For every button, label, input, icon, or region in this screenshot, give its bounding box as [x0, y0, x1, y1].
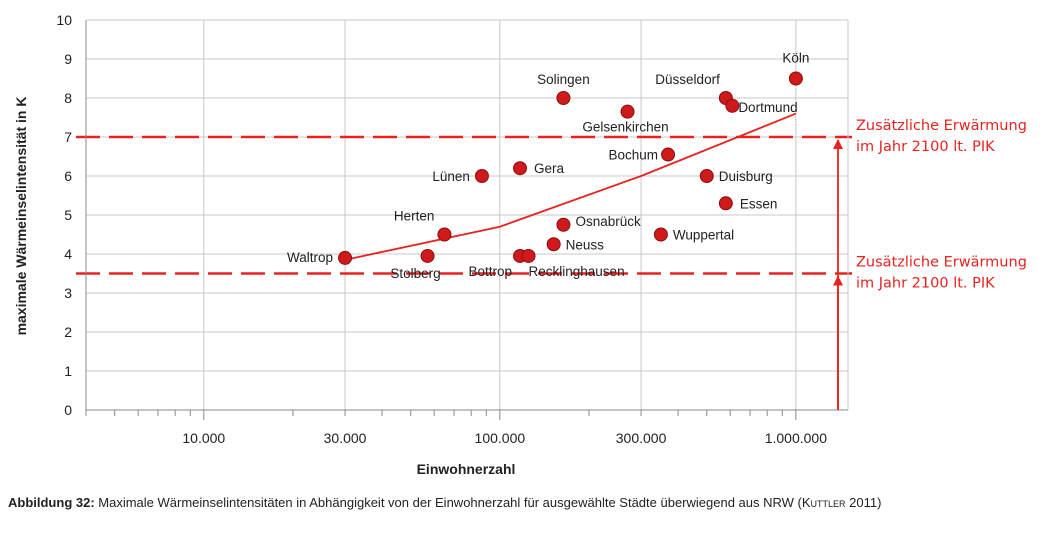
point-label: Essen [740, 196, 778, 211]
point-label: Waltrop [287, 250, 333, 265]
axes: 0 1 2 3 4 5 6 7 8 9 10 10.000 30.000 100.000 300.000 1.… [56, 12, 849, 446]
pik-arrow-head [833, 139, 843, 149]
data-point [661, 147, 676, 162]
data-point [474, 169, 489, 183]
data-point [513, 161, 528, 176]
y-axis-label: maximale Wärmeinselintensität in K [13, 97, 29, 336]
x-tick-label: 10.000 [182, 430, 225, 446]
pik-annotation-text: Zusätzliche Erwärmung [856, 255, 1027, 271]
data-point [620, 104, 635, 119]
trend-line [344, 112, 797, 261]
data-point [718, 196, 733, 211]
y-tick-label: 8 [64, 90, 72, 106]
data-point [699, 169, 714, 183]
data-point [521, 248, 536, 263]
y-tick-label: 1 [64, 363, 72, 379]
trend-line-group [344, 112, 797, 261]
point-label: Osnabrück [575, 214, 641, 229]
pik-annotation-text: Zusätzliche Erwärmung [856, 118, 1027, 134]
data-point [653, 227, 668, 242]
x-axis-label: Einwohnerzahl [417, 461, 516, 477]
point-label: Recklinghausen [529, 264, 625, 279]
grid [86, 19, 848, 410]
data-point [725, 98, 740, 113]
point-label: Stolberg [390, 266, 440, 281]
point-label: Gera [534, 161, 565, 176]
x-tick-label: 30.000 [324, 430, 367, 446]
y-tick-label: 0 [64, 402, 72, 418]
caption-author: Kuttler [801, 495, 846, 510]
point-label: Dortmund [738, 100, 797, 115]
y-tick-label: 9 [64, 51, 72, 67]
data-point [437, 227, 452, 242]
point-label: Herten [394, 209, 435, 224]
figure-caption: Abbildung 32: Maximale Wärmeinselintensi… [8, 494, 908, 512]
data-points: Waltrop Stolberg Herten Lünen Bottrop Gera Rec… [287, 51, 809, 281]
data-point [788, 71, 803, 86]
point-label: Lünen [432, 169, 470, 184]
pik-annotation-text: im Jahr 2100 lt. PIK [856, 276, 995, 292]
x-tick-label: 1.000.000 [765, 430, 827, 446]
annotations: Zusätzliche Erwärmung im Jahr 2100 lt. PI… [833, 118, 1027, 410]
data-point [420, 248, 435, 263]
data-point [556, 217, 571, 232]
x-tick-label: 100.000 [475, 430, 526, 446]
y-tick-label: 4 [64, 246, 72, 262]
point-label: Solingen [537, 72, 590, 87]
pik-annotation-text: im Jahr 2100 lt. PIK [856, 139, 995, 155]
caption-tail: 2011) [845, 495, 882, 510]
y-tick-label: 6 [64, 168, 72, 184]
y-tick-label: 3 [64, 285, 72, 301]
caption-text: Maximale Wärmeinselintensitäten in Abhän… [94, 495, 802, 510]
x-tick-label: 300.000 [616, 430, 667, 446]
pik-arrow-head [833, 275, 843, 286]
y-tick-label: 2 [64, 324, 72, 340]
data-point [338, 250, 353, 265]
y-tick-label: 5 [64, 207, 72, 223]
data-point [556, 91, 571, 105]
y-tick-label: 7 [64, 129, 72, 145]
point-label: Duisburg [719, 169, 773, 184]
reference-lines [76, 135, 852, 275]
point-label: Düsseldorf [655, 72, 720, 87]
point-label: Wuppertal [673, 228, 734, 243]
point-label: Köln [782, 51, 809, 66]
y-tick-label: 10 [56, 12, 72, 28]
scatter-chart: 0 1 2 3 4 5 6 7 8 9 10 10.000 30.000 100.000 300.000 1.… [13, 12, 1027, 477]
data-point [546, 237, 561, 252]
point-label: Gelsenkirchen [582, 120, 668, 135]
point-label: Bottrop [468, 264, 512, 279]
caption-lead: Abbildung 32: [8, 495, 95, 510]
point-label: Neuss [566, 237, 605, 252]
point-label: Bochum [609, 148, 659, 163]
